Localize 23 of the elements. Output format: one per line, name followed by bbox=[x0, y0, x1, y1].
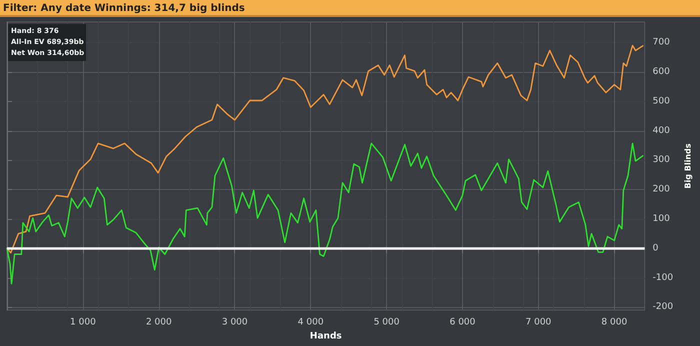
x-tick-label: 5 000 bbox=[374, 318, 400, 328]
x-tick-label: 1 000 bbox=[70, 318, 96, 328]
line-series bbox=[6, 44, 644, 254]
y-tick-label: 300 bbox=[652, 155, 670, 166]
x-tick-label: 2 000 bbox=[146, 318, 172, 328]
y-tick-label: 500 bbox=[652, 96, 670, 106]
y-tick-label: 200 bbox=[652, 184, 670, 195]
y-tick-label: 400 bbox=[652, 126, 670, 136]
x-tick-label: 4 000 bbox=[298, 318, 324, 328]
line-series bbox=[6, 142, 644, 284]
y-tick-label: -200 bbox=[652, 302, 674, 312]
x-tick-label: 7 000 bbox=[526, 318, 552, 328]
y-axis-title: Big Blinds bbox=[684, 143, 692, 189]
y-tick-label: 0 bbox=[652, 243, 659, 254]
x-tick-label: 3 000 bbox=[222, 318, 248, 328]
y-tick-label: 600 bbox=[652, 66, 670, 77]
y-tick-label: 100 bbox=[652, 214, 670, 224]
chart-title: Filter: Any date Winnings: 314,7 big blinds bbox=[0, 0, 700, 17]
y-tick-label: -100 bbox=[652, 272, 674, 283]
x-tick-label: 6 000 bbox=[450, 318, 476, 328]
x-axis-title: Hands bbox=[310, 332, 342, 342]
y-tick-label: 700 bbox=[652, 38, 670, 48]
x-tick-label: 8 000 bbox=[601, 318, 628, 328]
